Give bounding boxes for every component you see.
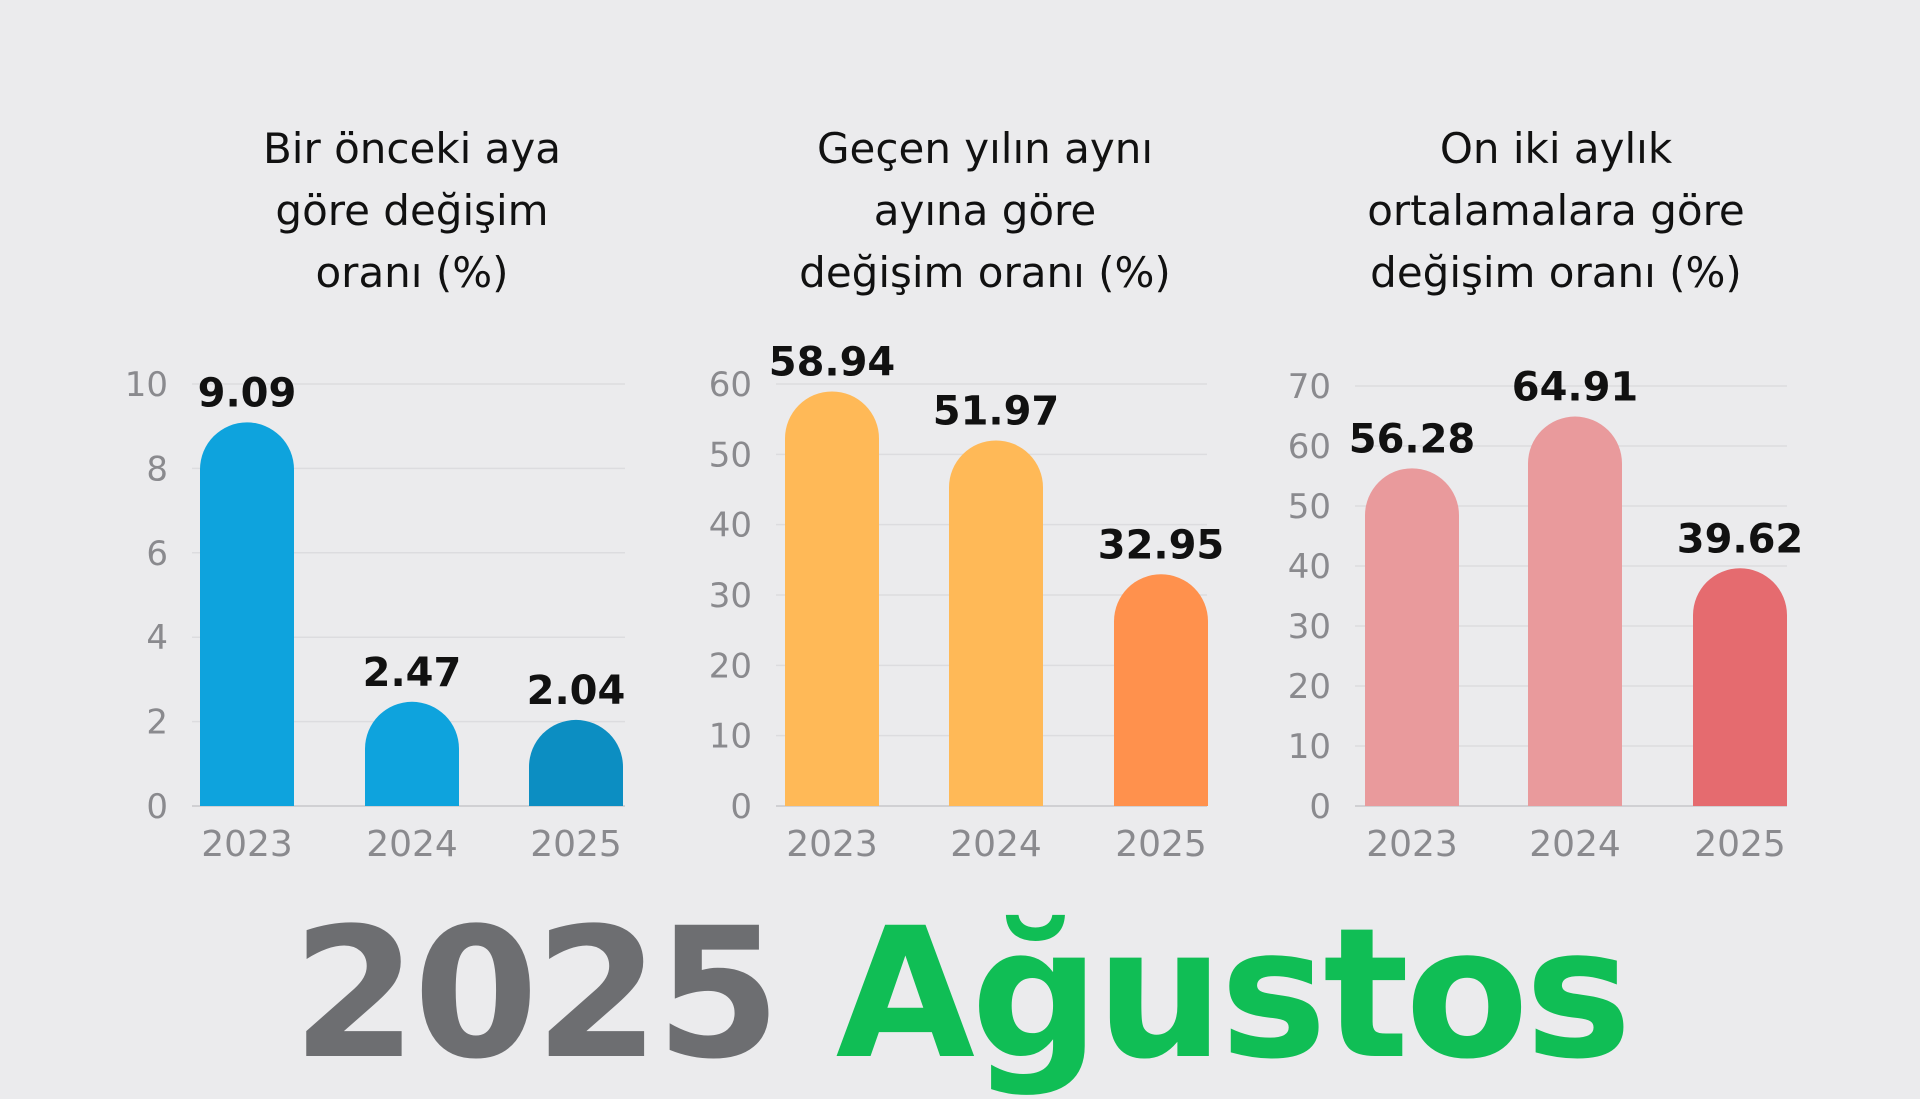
y-tick-label: 40: [709, 506, 752, 546]
x-tick-label: 2025: [530, 824, 622, 865]
value-label: 2.47: [363, 650, 462, 696]
y-tick-label: 60: [709, 365, 752, 405]
y-tick-label: 2: [146, 703, 168, 743]
bar-2024[interactable]: [365, 701, 459, 806]
chart-1-title: Bir önceki aya göre değişim oranı (%): [262, 124, 562, 297]
bar-2023[interactable]: [200, 422, 294, 806]
value-label: 64.91: [1512, 365, 1639, 411]
bar-2025[interactable]: [1693, 568, 1787, 806]
value-label: 58.94: [769, 339, 896, 385]
x-tick-label: 2025: [1115, 824, 1207, 865]
y-tick-label: 10: [125, 365, 168, 405]
y-tick-label: 40: [1288, 547, 1331, 587]
y-tick-label: 70: [1288, 367, 1331, 407]
x-tick-label: 2023: [786, 824, 878, 865]
bar-2024[interactable]: [949, 440, 1043, 806]
x-tick-label: 2025: [1694, 824, 1786, 865]
y-tick-label: 8: [146, 449, 168, 489]
y-tick-label: 0: [146, 787, 168, 827]
chart-2-title: Geçen yılın aynı ayına göre değişim oran…: [799, 124, 1171, 297]
bar-2023[interactable]: [785, 391, 879, 806]
y-tick-label: 0: [730, 787, 752, 827]
chart-2: 0 10 20 30 40 50 60 58.94 2023 51.97 2024 32.95 2025: [709, 339, 1225, 865]
bar-2025[interactable]: [1114, 574, 1208, 806]
y-tick-label: 0: [1309, 787, 1331, 827]
value-label: 9.09: [198, 370, 297, 416]
y-tick-label: 20: [1288, 667, 1331, 707]
bar-2025[interactable]: [529, 719, 623, 806]
chart-3-title: On iki aylık ortalamalara göre değişim o…: [1367, 124, 1745, 297]
value-label: 56.28: [1349, 416, 1476, 462]
x-tick-label: 2024: [1529, 824, 1621, 865]
charts-container: 0 2 4 6 8 10 9.09 2023 2.47 2024 2.04 2025 0 10 20 30 40…: [125, 124, 1804, 865]
y-tick-label: 10: [709, 717, 752, 757]
y-tick-label: 50: [709, 435, 752, 475]
x-tick-label: 2023: [1366, 824, 1458, 865]
period-month: Ağustos: [835, 890, 1632, 1099]
period-heading: 2025 Ağustos: [0, 895, 1920, 1095]
value-label: 2.04: [527, 668, 626, 714]
y-tick-label: 10: [1288, 727, 1331, 767]
value-label: 51.97: [933, 388, 1060, 434]
y-tick-label: 30: [709, 576, 752, 616]
y-tick-label: 4: [146, 618, 168, 658]
x-tick-label: 2024: [950, 824, 1042, 865]
bar-2023[interactable]: [1365, 468, 1459, 806]
value-label: 32.95: [1098, 522, 1225, 568]
y-tick-label: 6: [146, 534, 168, 574]
bar-2024[interactable]: [1528, 416, 1622, 806]
value-label: 39.62: [1677, 516, 1804, 562]
charts-svg: 0 2 4 6 8 10 9.09 2023 2.47 2024 2.04 2025 0 10 20 30 40…: [125, 339, 1804, 865]
y-tick-label: 60: [1288, 427, 1331, 467]
chart-3: 0 10 20 30 40 50 60 70 56.28 2023 64.91 2024 39.62 20…: [1288, 365, 1804, 865]
y-tick-label: 20: [709, 646, 752, 686]
x-tick-label: 2024: [366, 824, 458, 865]
chart-1: 0 2 4 6 8 10 9.09 2023 2.47 2024 2.04 2025: [125, 365, 626, 865]
x-tick-label: 2023: [201, 824, 293, 865]
period-year: 2025: [292, 890, 781, 1099]
y-tick-label: 50: [1288, 487, 1331, 527]
y-tick-label: 30: [1288, 607, 1331, 647]
